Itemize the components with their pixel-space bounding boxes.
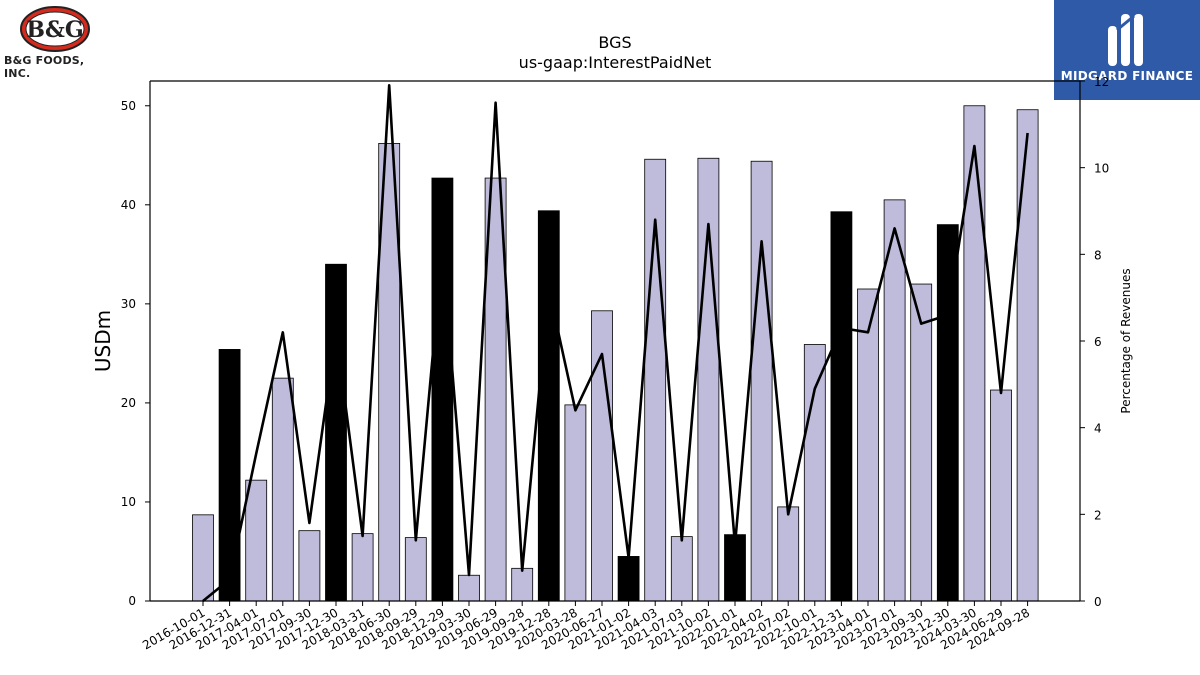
- bar-2017-09-30: [298, 530, 321, 602]
- bar-2020-03-28: [564, 404, 587, 602]
- midgard-finance-logo-text: MIDGARD FINANCE: [1060, 69, 1194, 83]
- bar-2023-12-30: [936, 224, 959, 602]
- chart-subtitle: us-gaap:InterestPaidNet: [519, 53, 712, 72]
- bar-2022-04-02: [750, 160, 773, 602]
- bar-2018-09-29: [404, 537, 427, 602]
- bar-2021-01-02: [617, 556, 640, 602]
- y-tick-label-50: 50: [121, 99, 136, 113]
- bar-2021-07-03: [670, 536, 693, 602]
- bg-foods-logo-mark: B&G: [20, 6, 90, 52]
- bar-2023-09-30: [910, 283, 933, 602]
- bar-2024-09-28: [1016, 109, 1039, 602]
- bar-2017-12-30: [325, 263, 347, 602]
- bar-2018-03-31: [351, 533, 374, 602]
- bar-2019-03-30: [458, 574, 480, 602]
- y2-tick-label-4: 4: [1094, 422, 1102, 436]
- bar-2019-09-28: [511, 567, 534, 602]
- y2-tick-label-0: 0: [1094, 595, 1102, 609]
- percentage-line: [202, 84, 1029, 603]
- bar-2017-07-01: [271, 377, 294, 602]
- bg-foods-logo-text: B&G FOODS, INC.: [4, 54, 85, 80]
- y-tick-label-40: 40: [121, 198, 136, 212]
- bar-2022-07-02: [777, 506, 800, 602]
- chart-title: BGS: [598, 33, 631, 52]
- bar-2018-12-29: [431, 177, 454, 602]
- bar-2016-10-01: [192, 514, 214, 602]
- y2-tick-label-2: 2: [1094, 508, 1102, 522]
- bg-foods-logo: B&G B&G FOODS, INC.: [0, 0, 110, 80]
- bar-2017-04-01: [245, 479, 268, 602]
- y2-axis-label: Percentage of Revenues: [1119, 268, 1133, 413]
- y-tick-label-20: 20: [121, 396, 136, 410]
- y2-tick-label-10: 10: [1094, 162, 1109, 176]
- bar-2023-04-01: [857, 288, 879, 602]
- y-tick-label-10: 10: [121, 495, 136, 509]
- y-axis-label: USDm: [91, 310, 115, 372]
- midgard-finance-logo: MIDGARD FINANCE: [1054, 0, 1200, 100]
- bar-2024-03-30: [963, 105, 986, 602]
- y2-tick-label-12: 12: [1094, 75, 1109, 89]
- y-tick-label-30: 30: [121, 297, 136, 311]
- bar-2024-06-29: [990, 389, 1012, 602]
- bar-2022-12-31: [830, 211, 853, 602]
- y-tick-label-0: 0: [128, 594, 136, 608]
- bar-2019-12-28: [537, 210, 560, 602]
- bg-foods-logo-mark-text: B&G: [26, 17, 83, 43]
- y2-tick-label-6: 6: [1094, 335, 1102, 349]
- bar-2022-10-01: [803, 344, 826, 602]
- y2-tick-label-8: 8: [1094, 248, 1102, 262]
- midgard-finance-logo-mark: [1108, 14, 1143, 66]
- bar-2016-12-31: [218, 349, 241, 602]
